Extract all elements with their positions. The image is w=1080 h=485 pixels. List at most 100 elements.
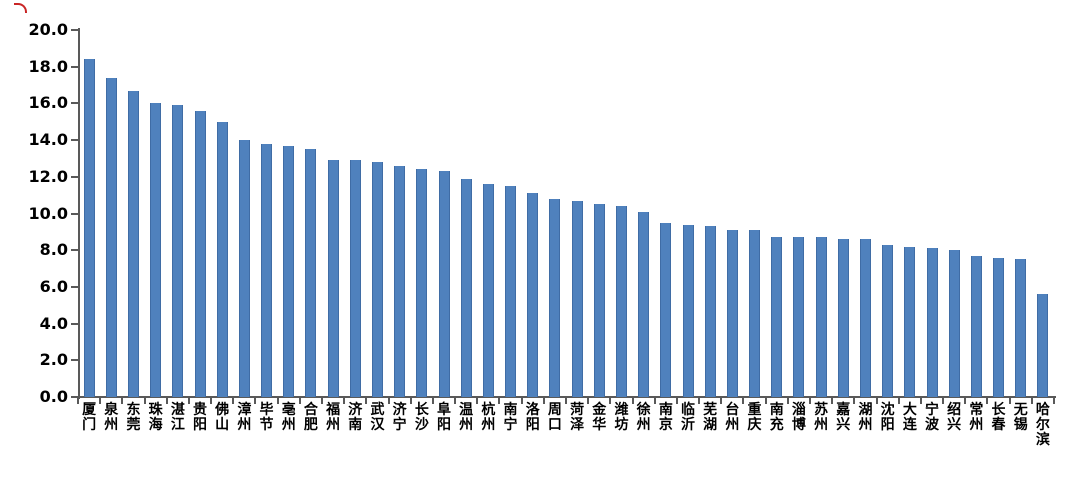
x-tick-mark	[254, 397, 257, 404]
x-tick-mark	[121, 397, 124, 404]
bar	[327, 160, 339, 397]
x-category-label: 菏泽	[570, 402, 585, 433]
x-category-label: 嘉兴	[836, 402, 851, 433]
x-tick-mark	[720, 397, 723, 404]
bar	[926, 248, 938, 397]
x-category-label: 周口	[547, 402, 562, 433]
bar	[416, 169, 428, 397]
y-tick-label: 2.0	[39, 350, 68, 370]
x-category-label: 潍坊	[614, 402, 629, 433]
x-tick-mark	[476, 397, 479, 404]
y-tick-mark	[71, 285, 78, 288]
x-tick-mark	[210, 397, 213, 404]
bar	[460, 178, 472, 397]
bar	[127, 90, 139, 397]
y-tick-label: 4.0	[39, 313, 68, 333]
x-tick-mark	[919, 397, 922, 404]
x-category-label: 佛山	[215, 402, 230, 433]
y-tick-mark	[71, 396, 78, 398]
bar	[305, 149, 317, 397]
x-category-label: 亳州	[281, 402, 296, 433]
bar	[882, 244, 894, 397]
bar	[948, 250, 960, 397]
x-tick-mark	[165, 397, 168, 404]
x-tick-mark	[875, 397, 878, 404]
x-tick-mark	[431, 397, 434, 404]
x-category-label: 长春	[991, 402, 1006, 433]
x-category-label: 东莞	[126, 402, 141, 433]
x-category-label: 洛阳	[525, 402, 540, 433]
y-tick-label: 16.0	[28, 93, 68, 113]
x-category-label: 贵阳	[193, 402, 207, 433]
bar	[615, 206, 627, 397]
y-tick-label: 10.0	[28, 203, 68, 223]
x-category-label: 厦门	[82, 402, 97, 433]
x-tick-mark	[942, 397, 945, 404]
bar	[660, 222, 672, 397]
bar	[261, 143, 273, 397]
x-tick-mark	[77, 397, 79, 404]
y-tick-label: 0.0	[39, 387, 68, 406]
x-tick-mark	[454, 397, 457, 404]
x-tick-mark	[542, 397, 545, 404]
x-category-label: 南充	[769, 402, 784, 433]
x-tick-mark	[786, 397, 789, 404]
x-category-label: 福州	[326, 402, 341, 433]
x-category-label: 南宁	[503, 402, 518, 433]
bar	[993, 257, 1005, 397]
x-tick-mark	[853, 397, 856, 404]
bar	[682, 224, 694, 397]
y-tick-mark	[71, 359, 78, 362]
corner-red-mark	[14, 3, 27, 13]
x-category-label: 合肥	[303, 402, 318, 433]
y-tick-mark	[71, 29, 78, 31]
x-tick-mark	[365, 397, 368, 404]
y-tick-mark	[71, 249, 78, 252]
y-tick-mark	[71, 175, 78, 178]
x-tick-mark	[565, 397, 567, 404]
bar	[815, 237, 827, 397]
x-tick-mark	[675, 397, 678, 404]
y-axis	[78, 28, 80, 399]
x-category-label: 苏州	[814, 402, 829, 433]
x-category-label: 金华	[592, 402, 607, 433]
x-tick-mark	[986, 397, 989, 404]
bar	[283, 145, 295, 397]
bar	[1037, 294, 1049, 397]
x-tick-mark	[143, 397, 146, 404]
x-category-label: 阜阳	[437, 402, 451, 433]
y-tick-label: 6.0	[39, 276, 68, 296]
x-tick-mark	[897, 397, 900, 404]
x-category-label: 沈阳	[880, 402, 895, 433]
y-tick-label: 8.0	[39, 240, 68, 260]
x-category-label: 温州	[459, 402, 474, 433]
x-category-label: 杭州	[481, 402, 496, 433]
bar	[394, 165, 406, 397]
y-tick-label: 14.0	[28, 130, 68, 150]
x-tick-mark	[276, 397, 279, 404]
y-tick-mark	[71, 212, 78, 215]
x-tick-mark	[742, 397, 745, 404]
x-category-label: 哈尔滨	[1035, 402, 1050, 448]
x-tick-mark	[587, 397, 590, 404]
x-category-label: 芜湖	[703, 402, 718, 433]
x-tick-mark	[698, 397, 701, 404]
bar	[438, 171, 450, 397]
bar	[505, 185, 517, 397]
bar	[793, 237, 805, 397]
y-tick-label: 20.0	[28, 20, 68, 39]
x-axis	[78, 396, 1056, 398]
x-tick-mark	[298, 397, 301, 404]
bar	[527, 193, 539, 397]
x-category-label: 武汉	[370, 402, 385, 433]
x-category-label: 济宁	[392, 402, 407, 433]
x-category-label: 重庆	[747, 402, 762, 433]
x-category-label: 大连	[902, 402, 917, 433]
x-tick-mark	[187, 397, 190, 404]
bar	[549, 198, 561, 397]
bar	[749, 230, 761, 397]
bar	[371, 162, 383, 397]
x-category-label: 湖州	[858, 402, 873, 433]
x-category-label: 无锡	[1013, 402, 1028, 433]
